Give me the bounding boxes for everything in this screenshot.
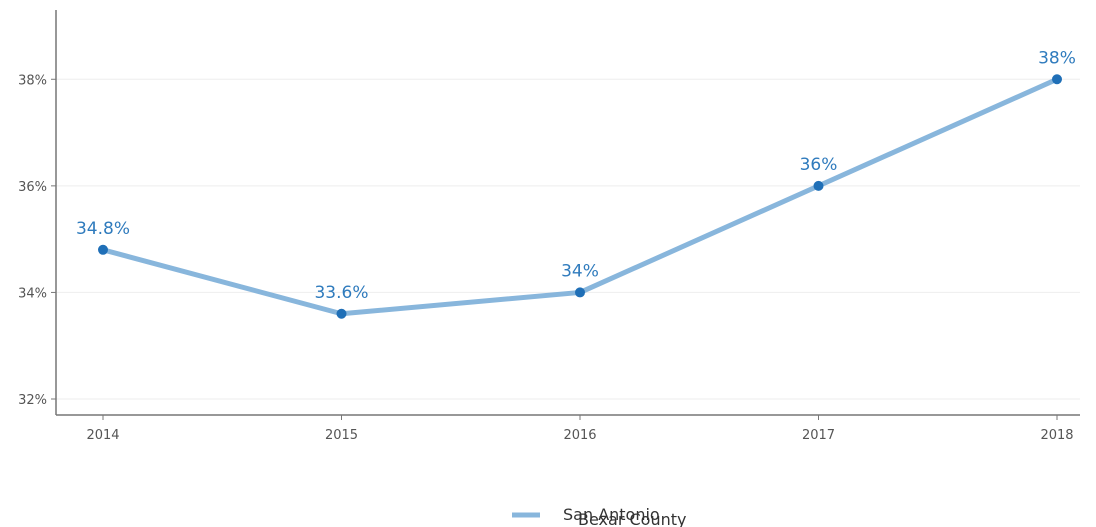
legend-label: Bexar County [578,510,686,527]
data-point [1052,74,1062,85]
y-tick-label: 34% [18,286,47,301]
legend-label: San Antonio [563,505,660,524]
x-tick-label: 2014 [86,428,119,443]
data-point [813,180,824,191]
gridlines [56,78,1080,400]
axes [55,10,1080,416]
data-labels: 34.8% 33.6% 34% 36% 38% [76,48,1076,302]
data-point [98,244,108,255]
x-tick-label: 2017 [802,428,835,443]
data-label: 33.6% [314,283,368,303]
y-axis-ticks: 32% 34% 36% 38% [18,73,56,408]
data-point [575,287,585,298]
y-tick-label: 38% [18,73,47,88]
x-axis-ticks: 2014 2015 2016 2017 2018 [86,415,1074,443]
x-tick-label: 2016 [563,428,596,443]
data-label: 34.8% [76,219,130,239]
data-label: 36% [800,155,838,175]
data-point [336,308,347,319]
x-tick-label: 2015 [325,428,358,443]
data-label: 34% [561,261,599,281]
series-layer [98,74,1062,319]
data-label: 38% [1038,48,1076,68]
y-tick-label: 36% [18,180,47,195]
x-tick-label: 2018 [1040,428,1073,443]
y-tick-label: 32% [18,393,47,408]
